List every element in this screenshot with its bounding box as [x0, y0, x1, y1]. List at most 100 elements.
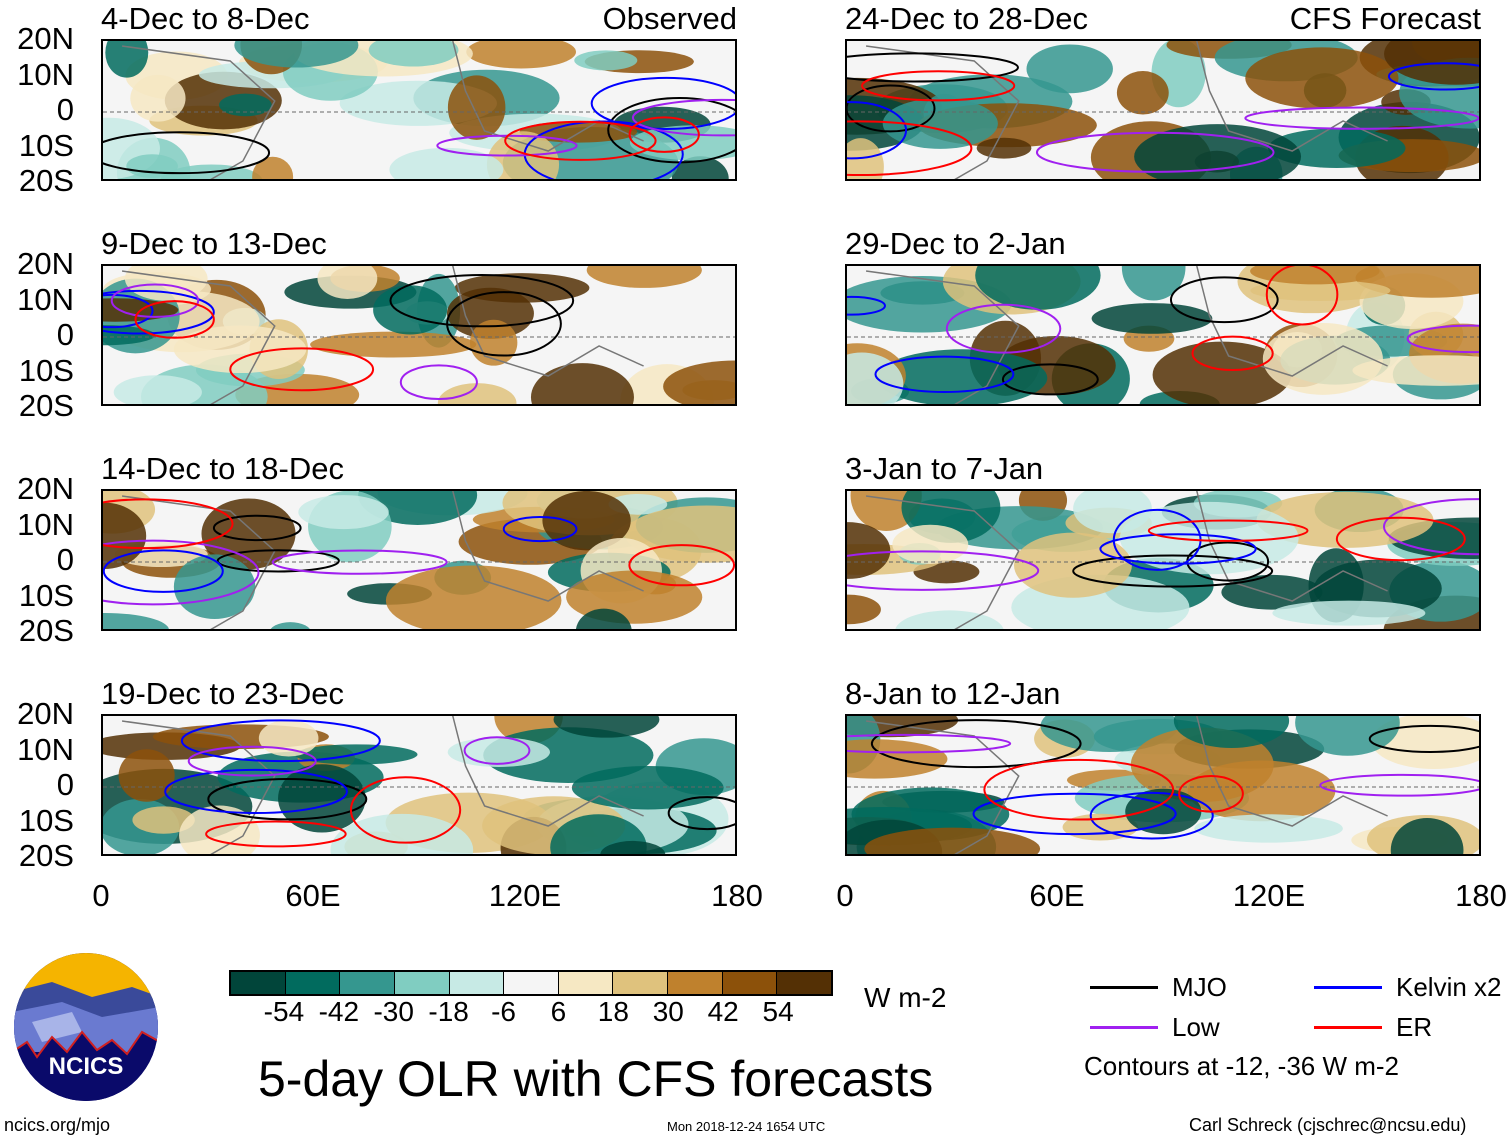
olr-anomaly [1026, 44, 1113, 94]
footer-url[interactable]: ncics.org/mjo [4, 1115, 111, 1135]
colorbar-swatch [340, 972, 395, 994]
olr-anomaly [1262, 322, 1383, 395]
olr-anomaly [1245, 47, 1399, 109]
olr-anomaly [385, 565, 562, 629]
olr-anomaly [466, 41, 577, 69]
contour-kelvin [874, 355, 1015, 393]
contour-kelvin [1089, 791, 1214, 840]
contour-low [399, 364, 478, 401]
contour-mjo [207, 777, 368, 821]
coastline [452, 716, 644, 827]
olr-anomaly [103, 612, 169, 629]
lat-tick: 10S [18, 577, 74, 613]
contour-er [134, 300, 215, 339]
olr-anomaly [530, 363, 634, 404]
colorbar-tick: 42 [707, 996, 739, 1027]
coastline [1196, 41, 1388, 152]
contour-kelvin [180, 719, 381, 763]
lat-tick: 10N [17, 731, 74, 767]
lat-tick: 0 [56, 317, 74, 352]
contour-kelvin [590, 76, 735, 130]
lon-tick: 60E [285, 878, 341, 913]
footer-author: Carl Schreck (cjschrec@ncsu.edu) [1189, 1115, 1467, 1135]
colorbar-tick: 18 [597, 996, 629, 1027]
olr-anomaly [278, 764, 366, 833]
map-panel [845, 714, 1481, 856]
olr-anomaly [864, 827, 1041, 854]
legend-label: ER [1396, 1012, 1433, 1042]
contour-mjo [667, 796, 735, 831]
olr-anomaly [847, 522, 891, 579]
contour-mjo [389, 273, 575, 328]
colorbar-tick: 30 [652, 996, 684, 1027]
legend-line [1314, 1026, 1382, 1029]
contour-er [628, 116, 700, 153]
contour-er [103, 498, 234, 550]
contour-kelvin [502, 516, 578, 543]
lat-tick: 20S [18, 838, 74, 873]
lon-tick: 120E [488, 878, 562, 913]
legend-label: MJO [1172, 972, 1227, 1002]
coastline [1196, 491, 1388, 602]
contour-mjo [1368, 724, 1479, 753]
lat-tick: 10S [18, 127, 74, 163]
lat-tick: 20N [17, 471, 74, 506]
map-panel [101, 264, 737, 406]
olr-anomaly [1152, 341, 1292, 404]
panel-title: 8-Jan to 12-Jan [845, 676, 1061, 711]
colorbar [229, 970, 833, 996]
olr-anomaly [469, 319, 518, 366]
contour-kelvin [847, 295, 886, 316]
panel-tag: Observed [602, 1, 737, 36]
lat-tick: 20N [17, 246, 74, 281]
contour-low [103, 539, 260, 606]
contour-note: Contours at -12, -36 W m-2 [1084, 1051, 1399, 1081]
coastline [865, 270, 1020, 404]
legend-line [1090, 986, 1158, 989]
contour-mjo [1001, 363, 1099, 396]
panel-title: 19-Dec to 23-Dec [101, 676, 344, 711]
coastline [452, 41, 644, 152]
contour-low [1035, 131, 1275, 173]
lat-tick: 10N [17, 281, 74, 317]
map-panel [101, 714, 737, 856]
contour-low [631, 98, 735, 137]
olr-anomaly [1091, 303, 1213, 334]
contour-mjo [870, 719, 1082, 769]
colorbar-swatch [777, 972, 832, 994]
contour-er [349, 776, 462, 844]
olr-anomaly [219, 93, 272, 117]
panel-title: 14-Dec to 18-Dec [101, 451, 344, 486]
contour-low [271, 549, 448, 575]
colorbar-swatch [394, 972, 450, 994]
colorbar-swatch [668, 972, 723, 994]
panel-title: 9-Dec to 13-Dec [101, 226, 327, 261]
contour-er [229, 347, 375, 392]
contour-kelvin [103, 293, 154, 329]
olr-anomaly [118, 749, 175, 802]
olr-anomaly [447, 737, 551, 767]
contour-low [1244, 106, 1479, 130]
colorbar-swatch [231, 972, 286, 994]
colorbar-tick: -6 [491, 996, 516, 1027]
lat-tick: 20N [17, 696, 74, 731]
olr-anomaly [310, 331, 477, 358]
colorbar-tick: 54 [762, 996, 794, 1027]
olr-anomaly [437, 383, 517, 404]
olr-anomaly [663, 360, 735, 404]
panel-title: 24-Dec to 28-Dec [845, 1, 1088, 36]
olr-anomaly [553, 716, 660, 738]
contour-er [1147, 519, 1309, 542]
olr-anomaly [389, 147, 504, 179]
colorbar-tick: -30 [373, 996, 414, 1027]
colorbar-swatch [558, 972, 614, 994]
svg-text:NCICS: NCICS [49, 1053, 124, 1080]
panel-tag: CFS Forecast [1289, 1, 1481, 36]
olr-anomaly [258, 719, 319, 757]
olr-anomaly [126, 154, 178, 179]
colorbar-swatch [722, 972, 778, 994]
contour-er [847, 120, 973, 177]
contour-kelvin [164, 768, 348, 815]
olr-anomaly [847, 594, 881, 625]
lon-tick: 0 [836, 878, 854, 913]
